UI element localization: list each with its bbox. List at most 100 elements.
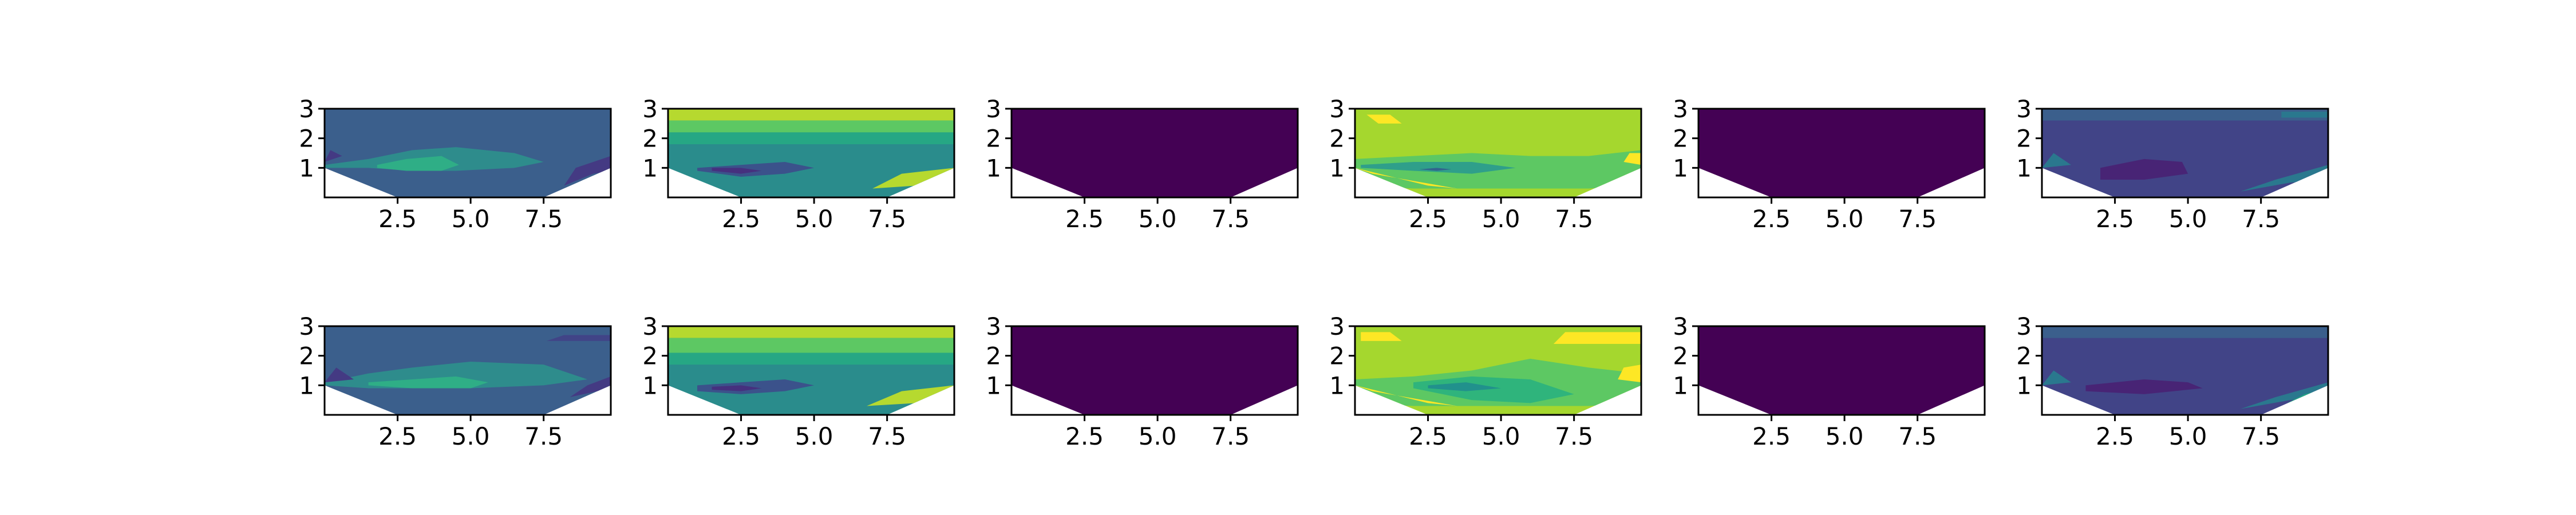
contour-band: [2042, 109, 2328, 121]
x-tick-label: 5.0: [2169, 205, 2207, 233]
x-tick-label: 5.0: [1826, 205, 1864, 233]
panel-0-2: 2.5 5.0 7.5 123: [986, 95, 1299, 233]
y-tick-label: 1: [986, 154, 1001, 182]
contour-area: [325, 109, 611, 197]
x-tick-label: 2.5: [378, 422, 417, 450]
x-tick-label: 7.5: [1211, 205, 1250, 233]
contour-band: [1361, 332, 1402, 341]
axes-frame: [323, 325, 612, 416]
panel-0-4: 2.5 5.0 7.5 123: [1673, 95, 1986, 233]
axes-frame: [2041, 108, 2329, 199]
contour-area: [1012, 326, 1298, 415]
x-tick-label: 5.0: [1482, 422, 1520, 450]
x-tick-label: 5.0: [452, 422, 490, 450]
y-tick-label: 2: [2016, 125, 2032, 153]
panel-1-0: 2.5 5.0 7.5 123: [299, 312, 612, 450]
axes-frame: [1010, 325, 1299, 416]
x-tick-label: 2.5: [722, 205, 760, 233]
contour-area: [668, 109, 954, 197]
panel-0-0: 2.5 5.0 7.5 123: [299, 95, 612, 233]
y-tick-label: 3: [1329, 312, 1345, 340]
contour-area: [2042, 109, 2328, 197]
y-tick-label: 3: [299, 312, 314, 340]
contour-area: [325, 326, 611, 415]
axes-frame: [1697, 108, 1986, 199]
contour-band: [2042, 370, 2072, 386]
x-tick-label: 2.5: [1065, 205, 1104, 233]
panel-1-1: 2.5 5.0 7.5 123: [642, 312, 955, 450]
y-tick-label: 3: [1329, 95, 1345, 123]
y-tick-label: 3: [299, 95, 314, 123]
contour-band: [2100, 159, 2188, 180]
y-tick-label: 2: [1329, 125, 1345, 153]
contour-band: [1618, 365, 1641, 383]
contour-band: [697, 379, 815, 394]
x-tick-label: 7.5: [868, 422, 906, 450]
panel-1-4: 2.5 5.0 7.5 123: [1673, 312, 1986, 450]
y-tick-label: 1: [1673, 154, 1688, 182]
x-tick-label: 5.0: [1139, 205, 1177, 233]
contour-area: [1698, 109, 1985, 197]
y-tick-label: 2: [1329, 342, 1345, 370]
x-tick-label: 7.5: [524, 422, 563, 450]
x-tick-label: 7.5: [1898, 205, 1937, 233]
contour-band: [1361, 162, 1516, 174]
x-tick-label: 2.5: [2096, 422, 2134, 450]
x-tick-label: 2.5: [1752, 205, 1791, 233]
y-tick-label: 2: [986, 342, 1001, 370]
contour-area: [1355, 326, 1641, 415]
contour-band: [2240, 165, 2328, 192]
panel-1-2: 2.5 5.0 7.5 123: [986, 312, 1299, 450]
axes-frame: [1354, 108, 1642, 199]
contour-band: [2281, 112, 2328, 118]
y-tick-label: 1: [299, 371, 314, 399]
y-tick-label: 1: [1329, 371, 1345, 399]
x-tick-label: 5.0: [2169, 422, 2207, 450]
x-tick-label: 7.5: [2242, 205, 2280, 233]
contour-band: [2042, 153, 2072, 168]
y-tick-label: 1: [1673, 371, 1688, 399]
y-tick-label: 1: [642, 371, 658, 399]
panel-0-5: 2.5 5.0 7.5 123: [2016, 95, 2329, 233]
panel-0-3: 2.5 5.0 7.5 123: [1329, 95, 1642, 233]
y-tick-label: 3: [1673, 95, 1688, 123]
contour-band: [1428, 382, 1502, 391]
x-tick-label: 7.5: [1898, 422, 1937, 450]
axes-frame: [1354, 325, 1642, 416]
contour-band: [668, 326, 954, 338]
x-tick-label: 5.0: [1139, 422, 1177, 450]
y-tick-label: 2: [986, 125, 1001, 153]
y-tick-label: 3: [986, 95, 1001, 123]
y-tick-label: 1: [2016, 371, 2032, 399]
contour-band: [325, 367, 354, 383]
y-tick-label: 2: [299, 125, 314, 153]
contour-band: [866, 385, 954, 406]
y-tick-label: 1: [299, 154, 314, 182]
contour-base-level: [2042, 326, 2328, 415]
contour-band: [712, 168, 762, 174]
x-tick-label: 5.0: [795, 205, 833, 233]
contour-base-level: [1698, 326, 1985, 415]
y-tick-label: 2: [299, 342, 314, 370]
contour-band: [570, 376, 611, 397]
contour-area: [2042, 326, 2328, 415]
contour-band: [1413, 376, 1574, 403]
contour-band: [668, 338, 954, 353]
x-tick-label: 5.0: [795, 422, 833, 450]
contour-band: [325, 150, 342, 162]
y-tick-label: 2: [642, 125, 658, 153]
x-tick-label: 7.5: [2242, 422, 2280, 450]
x-tick-label: 5.0: [1482, 205, 1520, 233]
axes-frame: [667, 108, 955, 199]
y-tick-label: 3: [986, 312, 1001, 340]
x-tick-label: 2.5: [722, 422, 760, 450]
x-tick-label: 7.5: [868, 205, 906, 233]
x-tick-label: 7.5: [1555, 205, 1593, 233]
y-tick-label: 2: [1673, 342, 1688, 370]
axes-frame: [1697, 325, 1986, 416]
axes-frame: [1010, 108, 1299, 199]
y-tick-label: 2: [1673, 125, 1688, 153]
contour-band: [1623, 153, 1641, 165]
